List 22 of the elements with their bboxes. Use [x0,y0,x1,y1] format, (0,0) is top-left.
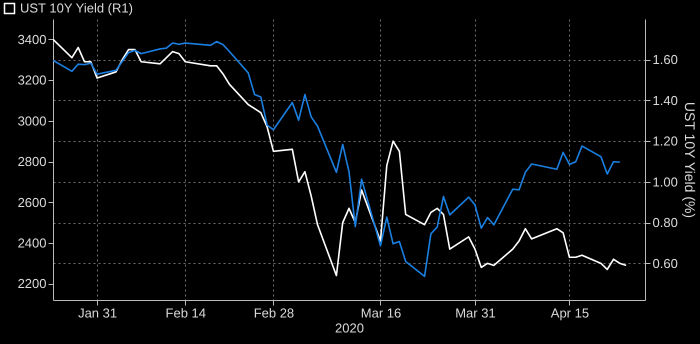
x-tick-label: Feb 14 [166,306,206,320]
x-tick-label: Mar 16 [360,306,402,320]
y-tick-label: 2200 [18,276,46,292]
x-tick-label: Mar 31 [455,306,496,320]
x-tick-label: Jan 31 [78,306,118,320]
y2-tick-label: 0.80 [652,215,678,230]
y-tick-label: 2800 [18,154,46,170]
y2-tick-label: 0.60 [652,256,678,271]
y-tick-label: 2600 [18,194,46,210]
y2-axis-title: UST 10Y Yield (%) [682,102,698,218]
x-axis-title: 2020 [335,320,364,336]
x-tick-label: Feb 28 [254,306,294,320]
y-tick-label: 3400 [18,32,46,47]
y-tick-label: 3000 [18,113,46,128]
y2-tick-label: 1.60 [652,52,678,68]
y2-tick-label: 1.00 [652,174,678,190]
y-tick-label: 2400 [18,235,46,250]
y2-tick-label: 1.40 [652,92,678,108]
y-tick-label: 3200 [18,72,46,88]
legend-label: UST 10Y Yield (R1) [20,0,133,16]
x-tick-label: Apr 15 [550,306,590,320]
y2-tick-label: 1.20 [652,134,678,149]
